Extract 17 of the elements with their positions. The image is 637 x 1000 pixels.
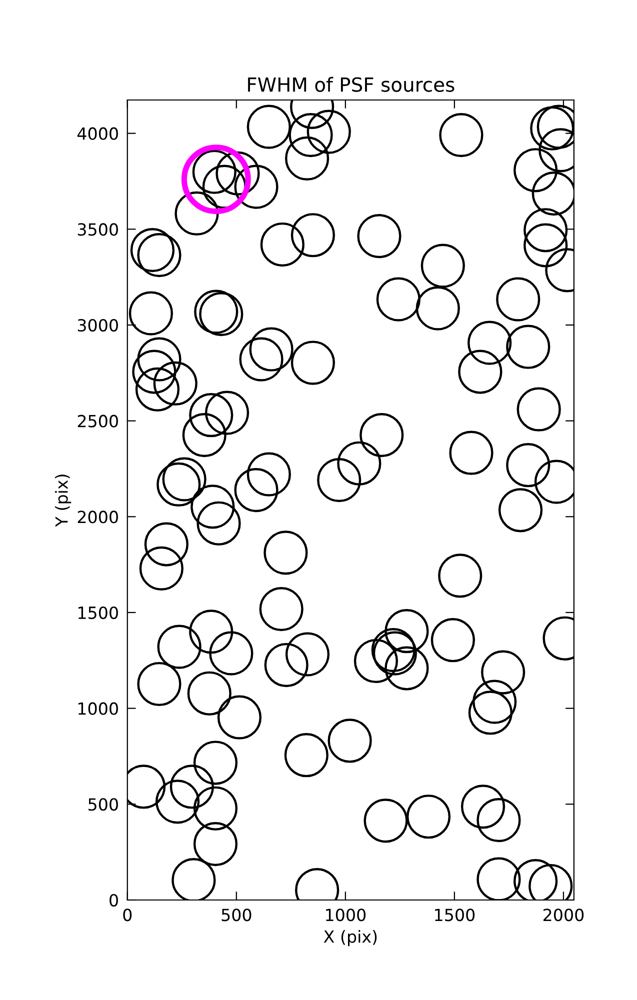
x-tick-label: 1000 [326,908,366,922]
y-tick-label: 3000 [78,318,118,332]
y-tick-label: 2500 [78,414,118,428]
x-tick-label: 500 [222,908,252,922]
x-tick-label: 2000 [543,908,584,922]
x-tick-label: 1500 [435,908,475,922]
y-tick-label: 2000 [78,510,118,524]
y-axis-title: Y (pix) [54,474,72,527]
y-tick-label: 500 [88,798,118,811]
y-tick-label: 4000 [77,127,118,140]
y-tick-label: 1000 [78,702,118,715]
y-tick-label: 1500 [78,606,118,620]
y-tick-label: 0 [110,894,118,907]
x-tick-label: 0 [123,908,132,922]
chart-title: FWHM of PSF sources [248,76,454,92]
x-axis-title: X (pix) [324,930,377,946]
y-tick-label: 3500 [78,223,118,236]
